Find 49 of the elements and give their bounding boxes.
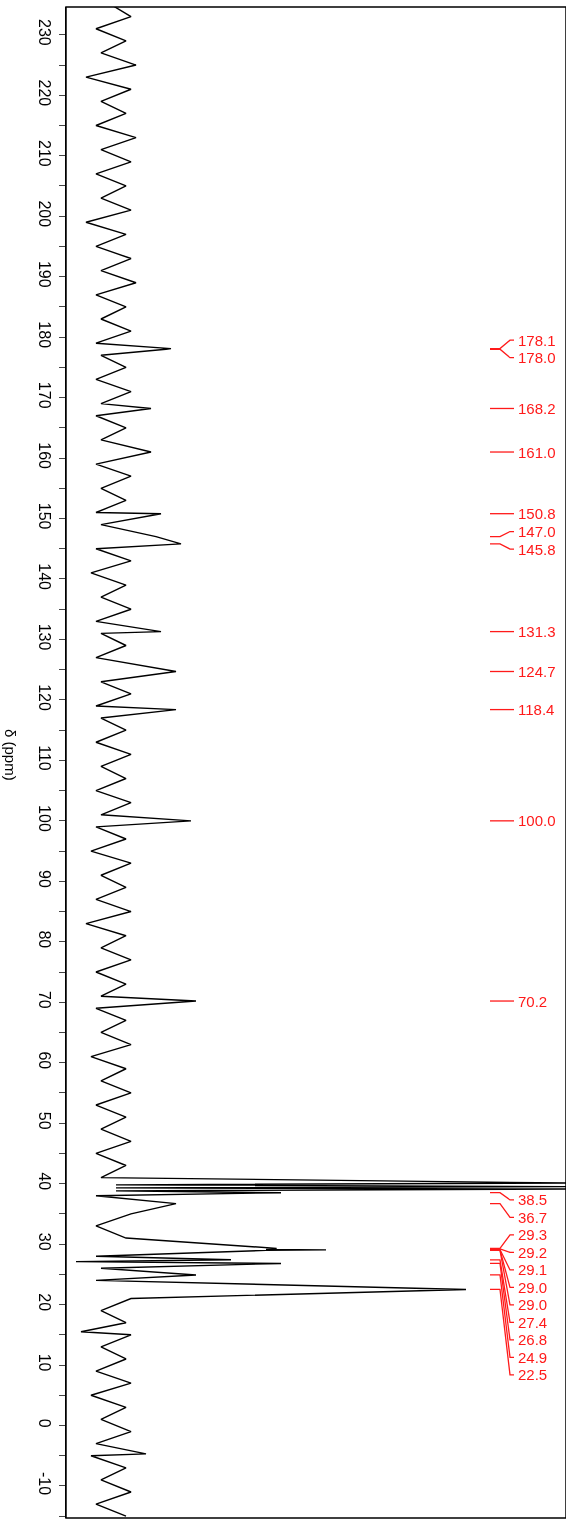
annotation: 24.9: [518, 1349, 548, 1366]
annotation: 147.0: [518, 523, 556, 540]
annotation: 70.2: [518, 993, 548, 1010]
y-tick-label: 170: [36, 381, 54, 409]
y-tick-label: 200: [36, 200, 54, 228]
y-tick-label: 140: [36, 563, 54, 591]
y-tick-label: 110: [36, 745, 54, 771]
y-tick-label: 60: [36, 1051, 54, 1070]
y-tick-label: 210: [36, 139, 54, 167]
annotation: 38.5: [518, 1191, 548, 1208]
annotation: 36.7: [518, 1209, 548, 1226]
y-tick-label: 50: [36, 1111, 54, 1130]
annotation: 145.8: [518, 541, 556, 558]
annotation: 178.0: [518, 349, 556, 366]
annotation: 22.5: [518, 1366, 548, 1383]
annotation: 29.0: [518, 1279, 548, 1296]
y-tick-label: 190: [36, 260, 54, 288]
y-tick-label: 130: [36, 623, 54, 651]
y-tick-label: 10: [36, 1353, 54, 1372]
annotation: 100.0: [518, 812, 556, 829]
annotation: 29.2: [518, 1244, 548, 1261]
y-tick-label: 220: [36, 79, 54, 107]
y-tick-label: 150: [36, 502, 54, 530]
y-tick-label: 70: [36, 990, 54, 1009]
annotation: 150.8: [518, 505, 556, 522]
annotation: 29.0: [518, 1296, 548, 1313]
annotation: 178.1: [518, 332, 556, 349]
annotation: 29.1: [518, 1261, 548, 1278]
y-tick-label: -10: [36, 1471, 54, 1496]
y-tick-label: 230: [36, 19, 54, 46]
y-tick-label: 180: [36, 321, 54, 349]
annotation: 168.2: [518, 400, 556, 417]
y-tick-label: 40: [36, 1172, 54, 1191]
annotation: 124.7: [518, 663, 556, 680]
annotation: 29.3: [518, 1226, 548, 1243]
annotation: 161.0: [518, 444, 556, 461]
y-tick-label: 100: [36, 805, 54, 832]
annotation: 131.3: [518, 623, 556, 640]
y-tick-label: 30: [36, 1232, 54, 1251]
y-tick-label: 160: [36, 442, 54, 470]
y-tick-label: 0: [36, 1418, 54, 1428]
y-tick-label: 90: [36, 870, 54, 888]
y-tick-label: 20: [36, 1293, 54, 1312]
y-tick-label: 80: [36, 930, 54, 949]
y-tick-label: 120: [36, 684, 54, 711]
y-axis-title: δ (ppm): [1, 728, 19, 781]
annotation: 118.4: [518, 701, 555, 718]
annotation: 27.4: [518, 1314, 548, 1331]
annotation: 26.8: [518, 1331, 548, 1348]
